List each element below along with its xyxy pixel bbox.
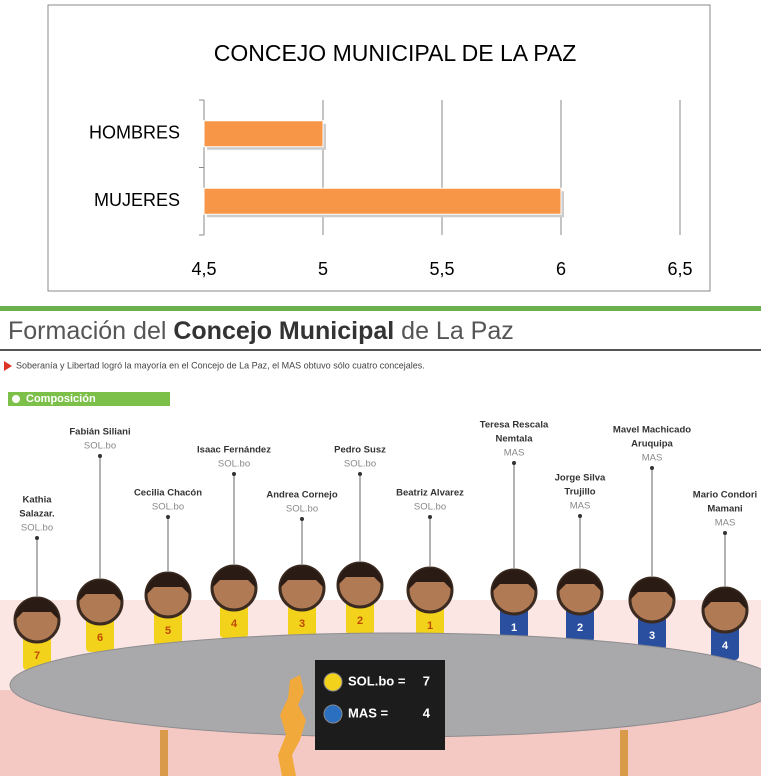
member-name: Fabián Siliani bbox=[69, 427, 130, 438]
pointer-dot bbox=[428, 515, 432, 519]
member-name: Andrea Cornejo bbox=[266, 490, 337, 501]
legend-swatch bbox=[324, 705, 342, 723]
pointer-dot bbox=[650, 466, 654, 470]
jersey-number: 4 bbox=[722, 640, 729, 652]
member-party: MAS bbox=[570, 501, 591, 512]
member-name: Trujillo bbox=[564, 487, 595, 498]
pointer-dot bbox=[35, 536, 39, 540]
member-party: MAS bbox=[642, 453, 663, 464]
member-party: SOL.bo bbox=[84, 441, 116, 452]
x-tick-label: 5 bbox=[318, 259, 328, 279]
table-leg bbox=[620, 730, 628, 776]
section-dot bbox=[12, 395, 20, 403]
info-title: Formación del Concejo Municipal de La Pa… bbox=[8, 317, 514, 345]
legend-label: MAS = bbox=[348, 705, 389, 720]
member-name: Mamani bbox=[707, 504, 742, 515]
member-party: SOL.bo bbox=[218, 459, 250, 470]
y-tick-label: MUJERES bbox=[94, 190, 180, 210]
bar bbox=[204, 121, 323, 147]
member-name: Beatriz Alvarez bbox=[396, 488, 464, 499]
jersey-number: 3 bbox=[649, 630, 655, 642]
x-tick-label: 6 bbox=[556, 259, 566, 279]
pointer-dot bbox=[512, 461, 516, 465]
member-party: SOL.bo bbox=[344, 459, 376, 470]
member-party: SOL.bo bbox=[414, 502, 446, 513]
member-party: SOL.bo bbox=[286, 504, 318, 515]
member-party: MAS bbox=[715, 518, 736, 529]
chart-title: CONCEJO MUNICIPAL DE LA PAZ bbox=[214, 40, 577, 66]
member-name: Jorge Silva bbox=[555, 473, 606, 484]
pointer-dot bbox=[98, 454, 102, 458]
member-name: Nemtala bbox=[496, 434, 534, 445]
jersey-number: 2 bbox=[577, 622, 583, 634]
member-name: Mario Condori bbox=[693, 490, 757, 501]
jersey-number: 1 bbox=[427, 620, 433, 632]
title-part: de La Paz bbox=[394, 317, 514, 345]
member-party: SOL.bo bbox=[21, 523, 53, 534]
jersey-number: 7 bbox=[34, 650, 40, 662]
jersey-number: 1 bbox=[511, 622, 517, 634]
chart: CONCEJO MUNICIPAL DE LA PAZ 4,5 5 5,5 6 6,5 H… bbox=[0, 0, 761, 300]
pointer-dot bbox=[232, 472, 236, 476]
infographic: Formación del Concejo Municipal de La Pa… bbox=[0, 300, 761, 776]
top-rule bbox=[0, 306, 761, 311]
x-tick-label: 5,5 bbox=[429, 259, 454, 279]
page: {"chart_data": {"type": "bar", "orientat… bbox=[0, 0, 761, 776]
member-name: Mavel Machicado bbox=[613, 425, 691, 436]
member-party: SOL.bo bbox=[152, 502, 184, 513]
table-leg bbox=[160, 730, 168, 776]
legend-swatch bbox=[324, 673, 342, 691]
jersey-number: 5 bbox=[165, 625, 171, 637]
x-tick-label: 4,5 bbox=[191, 259, 216, 279]
jersey-number: 6 bbox=[97, 632, 103, 644]
member-name: Salazar. bbox=[19, 509, 54, 520]
member-name: Cecilia Chacón bbox=[134, 488, 202, 499]
pointer-dot bbox=[723, 531, 727, 535]
pointer-dot bbox=[578, 514, 582, 518]
legend-count: 7 bbox=[423, 673, 430, 688]
x-tick-label: 6,5 bbox=[667, 259, 692, 279]
bar bbox=[204, 188, 561, 214]
member-name: Teresa Rescala bbox=[480, 420, 549, 431]
title-part: Concejo Municipal bbox=[173, 317, 394, 345]
member-party: MAS bbox=[504, 448, 525, 459]
member-name: Isaac Fernández bbox=[197, 445, 271, 456]
jersey-number: 3 bbox=[299, 618, 305, 630]
info-subtitle: Soberanía y Libertad logró la mayoría en… bbox=[16, 360, 425, 370]
section-title: Composición bbox=[26, 393, 96, 405]
pointer-dot bbox=[166, 515, 170, 519]
member-name: Pedro Susz bbox=[334, 445, 386, 456]
member-name: Kathia bbox=[22, 495, 52, 506]
legend-label: SOL.bo = bbox=[348, 673, 406, 688]
pointer-dot bbox=[300, 517, 304, 521]
member-name: Aruquipa bbox=[631, 439, 673, 450]
jersey-number: 4 bbox=[231, 618, 238, 630]
y-tick-label: HOMBRES bbox=[89, 123, 180, 143]
title-part: Formación del bbox=[8, 317, 173, 345]
pointer-dot bbox=[358, 472, 362, 476]
legend-count: 4 bbox=[423, 705, 431, 720]
jersey-number: 2 bbox=[357, 615, 363, 627]
